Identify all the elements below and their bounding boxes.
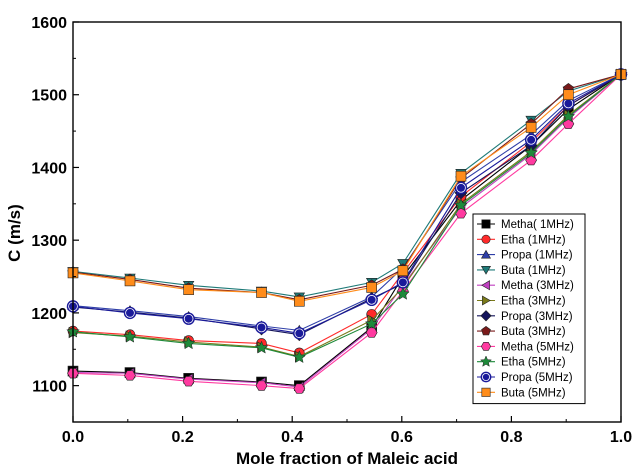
data-point (396, 286, 410, 300)
legend-marker (482, 295, 491, 306)
legend-marker (480, 265, 492, 275)
data-point (183, 284, 194, 295)
series-9 (66, 67, 628, 364)
data-point (124, 275, 136, 287)
legend-item: Buta (5MHz) (477, 387, 566, 399)
data-point (563, 89, 574, 101)
data-point (181, 336, 196, 350)
legend-item: Metha (5MHz) (477, 341, 574, 353)
data-point (292, 350, 307, 364)
legend-item: Propa (1MHz) (477, 250, 573, 262)
y-tick-label: 1400 (31, 160, 67, 177)
data-point (256, 287, 267, 298)
legend-label: Etha (1MHz) (501, 234, 566, 246)
x-axis-title: Mole fraction of Maleic acid (236, 449, 458, 468)
data-point (255, 321, 268, 334)
y-tick-label: 1600 (31, 15, 67, 32)
y-tick-label: 1300 (31, 233, 67, 250)
legend-label: Metha( 1MHz) (501, 219, 574, 231)
data-point (123, 329, 137, 343)
legend-item: Propa (5MHz) (477, 371, 573, 384)
legend-marker (480, 371, 492, 383)
data-point (124, 370, 136, 381)
x-tick-label: 0.8 (500, 429, 522, 446)
legend-marker (480, 310, 492, 322)
legend-marker (481, 387, 491, 397)
axes: 0.0 0.2 0.4 0.6 0.8 1.0 1100 1200 1300 1400 1500 16… (31, 15, 632, 446)
data-point (524, 145, 538, 159)
data-point (294, 295, 305, 307)
data-point (525, 155, 537, 166)
legend-item: Metha (3MHz) (477, 280, 574, 292)
data-point (364, 316, 379, 330)
legend-label: Buta (5MHz) (501, 387, 566, 399)
legend-label: Propa (5MHz) (501, 372, 573, 384)
legend-marker (480, 249, 492, 259)
y-axis-title: C (m/s) (5, 204, 24, 262)
legend-label: Buta (1MHz) (501, 265, 566, 277)
x-tick-label: 1.0 (610, 429, 632, 446)
legend-marker (479, 355, 493, 367)
legend-item: Etha (3MHz) (477, 295, 566, 308)
data-point (365, 293, 378, 307)
data-point (455, 170, 467, 182)
legend-label: Propa (3MHz) (501, 311, 573, 323)
data-point (123, 306, 137, 320)
legend-marker (480, 342, 492, 351)
plot-area (66, 67, 628, 394)
data-point (366, 282, 377, 293)
data-point (454, 181, 468, 195)
data-point (524, 133, 538, 147)
data-point (182, 312, 195, 325)
data-point (561, 109, 576, 123)
legend-marker (481, 219, 491, 229)
legend-item: Propa (3MHz) (477, 310, 573, 323)
legend-marker (481, 234, 491, 244)
legend-label: Etha (3MHz) (501, 296, 566, 308)
data-point (396, 276, 410, 289)
legend-item: Metha( 1MHz) (477, 219, 574, 231)
legend-item: Buta (3MHz) (477, 326, 566, 338)
data-point (525, 122, 537, 133)
data-point (397, 265, 409, 277)
data-point (254, 340, 269, 354)
y-tick-label: 1100 (32, 379, 67, 396)
data-point (255, 380, 268, 391)
legend-item: Buta (1MHz) (477, 265, 566, 277)
legend-label: Etha (5MHz) (501, 357, 566, 369)
legend-label: Buta (3MHz) (501, 326, 566, 338)
y-tick-label: 1500 (31, 88, 67, 105)
data-point (293, 327, 306, 340)
legend-marker (481, 326, 491, 336)
y-tick-label: 1200 (31, 306, 67, 323)
data-point (454, 198, 468, 212)
legend-item: Etha (1MHz) (477, 234, 566, 246)
legend-label: Propa (1MHz) (501, 250, 573, 262)
data-point (182, 376, 195, 387)
x-tick-label: 0.0 (62, 429, 84, 446)
legend: Metha( 1MHz) Etha (1MHz) Propa (1MHz) Buta … (472, 213, 586, 405)
x-tick-label: 0.4 (281, 429, 303, 446)
data-point (293, 383, 306, 394)
legend-box (472, 213, 586, 405)
x-tick-label: 0.2 (171, 429, 193, 446)
legend-label: Metha (5MHz) (501, 341, 574, 353)
legend-marker (481, 280, 490, 291)
legend-label: Metha (3MHz) (501, 280, 574, 292)
x-tick-label: 0.6 (391, 429, 413, 446)
legend-item: Etha (5MHz) (477, 355, 566, 369)
